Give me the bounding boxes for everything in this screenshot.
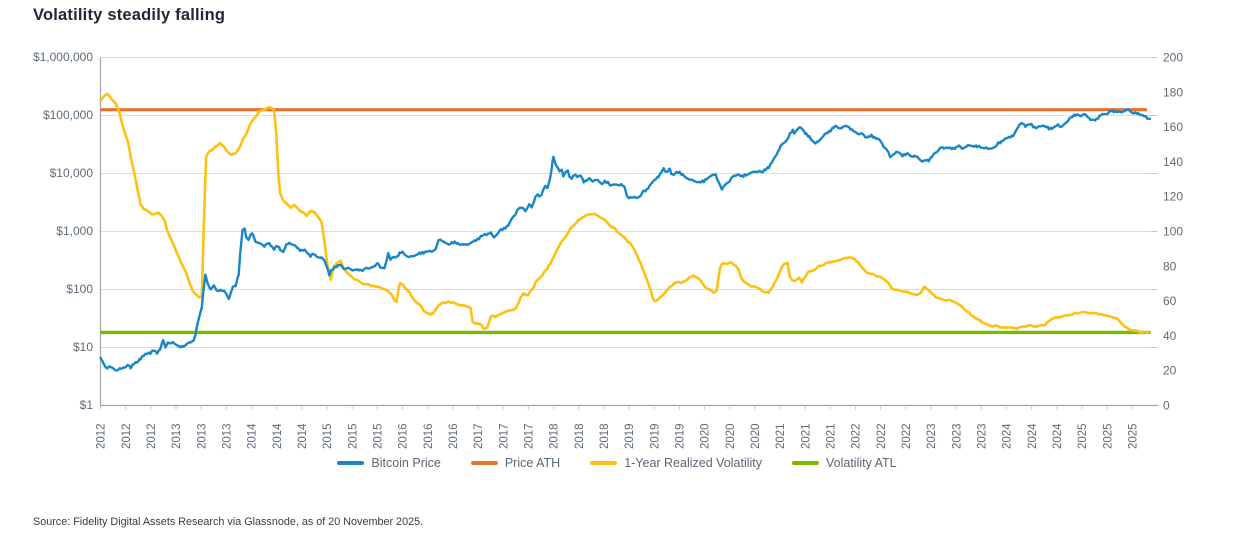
legend-label: Price ATH xyxy=(504,456,561,470)
x-tick-label: 2019 xyxy=(649,423,661,449)
y-right-tick-label: 200 xyxy=(1163,51,1183,65)
x-tick-label: 2015 xyxy=(373,423,385,449)
x-tick-label: 2024 xyxy=(1027,423,1039,449)
x-tick-label: 2022 xyxy=(876,423,888,449)
chart-legend: Bitcoin Price Price ATH 1-Year Realized … xyxy=(0,456,1234,470)
x-tick-label: 2019 xyxy=(675,423,687,449)
x-tick-label: 2021 xyxy=(775,423,787,449)
x-tick-label: 2013 xyxy=(196,423,208,449)
x-tick-label: 2020 xyxy=(725,423,737,449)
x-tick-label: 2014 xyxy=(247,423,259,449)
legend-item-volatility-atl: Volatility ATL xyxy=(792,456,897,470)
x-tick-label: 2013 xyxy=(222,423,234,449)
x-tick-label: 2025 xyxy=(1077,423,1089,449)
source-note: Source: Fidelity Digital Assets Research… xyxy=(33,516,424,528)
legend-item-price-ath: Price ATH xyxy=(470,456,561,470)
x-tick-label: 2012 xyxy=(96,423,108,449)
y-left-tick-label: $100 xyxy=(66,282,93,296)
x-tick-label: 2025 xyxy=(1128,423,1140,449)
x-tick-label: 2015 xyxy=(322,423,334,449)
y-left-tick-label: $10 xyxy=(73,340,93,354)
x-tick-label: 2017 xyxy=(524,423,536,449)
x-tick-label: 2016 xyxy=(398,423,410,449)
x-tick-label: 2018 xyxy=(599,423,611,449)
x-tick-label: 2020 xyxy=(750,423,762,449)
gridlines xyxy=(100,57,1151,348)
y-right-tick-label: 120 xyxy=(1163,190,1183,204)
y-right-tick-label: 160 xyxy=(1163,120,1183,134)
right-axis-ticks xyxy=(1150,57,1158,406)
x-tick-label: 2012 xyxy=(121,423,133,449)
legend-line-swatch-green xyxy=(792,461,819,465)
series-bitcoin-price xyxy=(99,108,1152,372)
line-chart: 2012 2012 2012 2013 2013 2013 2014 2014 2014 2015… xyxy=(33,50,1183,449)
y-left-tick-label: $100,000 xyxy=(43,108,93,122)
x-tick-label: 2025 xyxy=(1102,423,1114,449)
x-tick-label: 2022 xyxy=(901,423,913,449)
y-left-tick-label: $1,000,000 xyxy=(33,50,93,64)
x-tick-label: 2023 xyxy=(926,423,938,449)
y-right-tick-label: 180 xyxy=(1163,85,1183,99)
x-axis-labels: 2012 2012 2012 2013 2013 2013 2014 2014 2014 2015… xyxy=(96,405,1140,449)
x-tick-label: 2024 xyxy=(1002,423,1014,449)
x-tick-label: 2013 xyxy=(171,423,183,449)
x-tick-label: 2016 xyxy=(448,423,460,449)
x-tick-label: 2021 xyxy=(826,423,838,449)
x-tick-label: 2022 xyxy=(851,423,863,449)
y-left-tick-label: $10,000 xyxy=(50,166,94,180)
x-tick-label: 2012 xyxy=(146,423,158,449)
x-tick-label: 2014 xyxy=(272,423,284,449)
legend-line-swatch-orange xyxy=(470,461,498,465)
x-tick-label: 2018 xyxy=(549,423,561,449)
x-tick-label: 2019 xyxy=(624,423,636,449)
series-realized-volatility xyxy=(99,92,1150,334)
legend-line-swatch-blue xyxy=(337,461,365,465)
y-right-tick-label: 100 xyxy=(1163,225,1183,239)
legend-label: 1-Year Realized Volatility xyxy=(624,456,762,470)
x-tick-label: 2023 xyxy=(951,423,963,449)
legend-line-swatch-yellow xyxy=(590,461,618,465)
x-tick-label: 2021 xyxy=(800,423,812,449)
y-right-tick-label: 60 xyxy=(1163,294,1177,308)
y-right-tick-label: 0 xyxy=(1163,399,1170,413)
x-tick-label: 2020 xyxy=(700,423,712,449)
y-left-tick-label: $1 xyxy=(80,398,94,412)
x-tick-label: 2023 xyxy=(977,423,989,449)
x-tick-label: 2016 xyxy=(423,423,435,449)
y-right-tick-label: 80 xyxy=(1163,259,1177,273)
x-tick-label: 2017 xyxy=(473,423,485,449)
x-tick-label: 2017 xyxy=(498,423,510,449)
x-tick-label: 2015 xyxy=(347,423,359,449)
legend-item-realized-volatility: 1-Year Realized Volatility xyxy=(590,456,762,470)
y-left-tick-label: $1,000 xyxy=(56,224,93,238)
legend-label: Bitcoin Price xyxy=(371,456,441,470)
y-right-tick-label: 140 xyxy=(1163,155,1183,169)
chart-title: Volatility steadily falling xyxy=(33,6,226,24)
legend-label: Volatility ATL xyxy=(826,456,897,470)
x-tick-label: 2024 xyxy=(1052,423,1064,449)
y-right-tick-label: 40 xyxy=(1163,329,1177,343)
x-tick-label: 2018 xyxy=(574,423,586,449)
x-tick-label: 2014 xyxy=(297,423,309,449)
y-right-tick-label: 20 xyxy=(1163,364,1177,378)
left-axis-labels: $1,000,000 $100,000 $10,000 $1,000 $100 $10 $1 xyxy=(33,50,93,412)
legend-item-bitcoin-price: Bitcoin Price xyxy=(337,456,441,470)
